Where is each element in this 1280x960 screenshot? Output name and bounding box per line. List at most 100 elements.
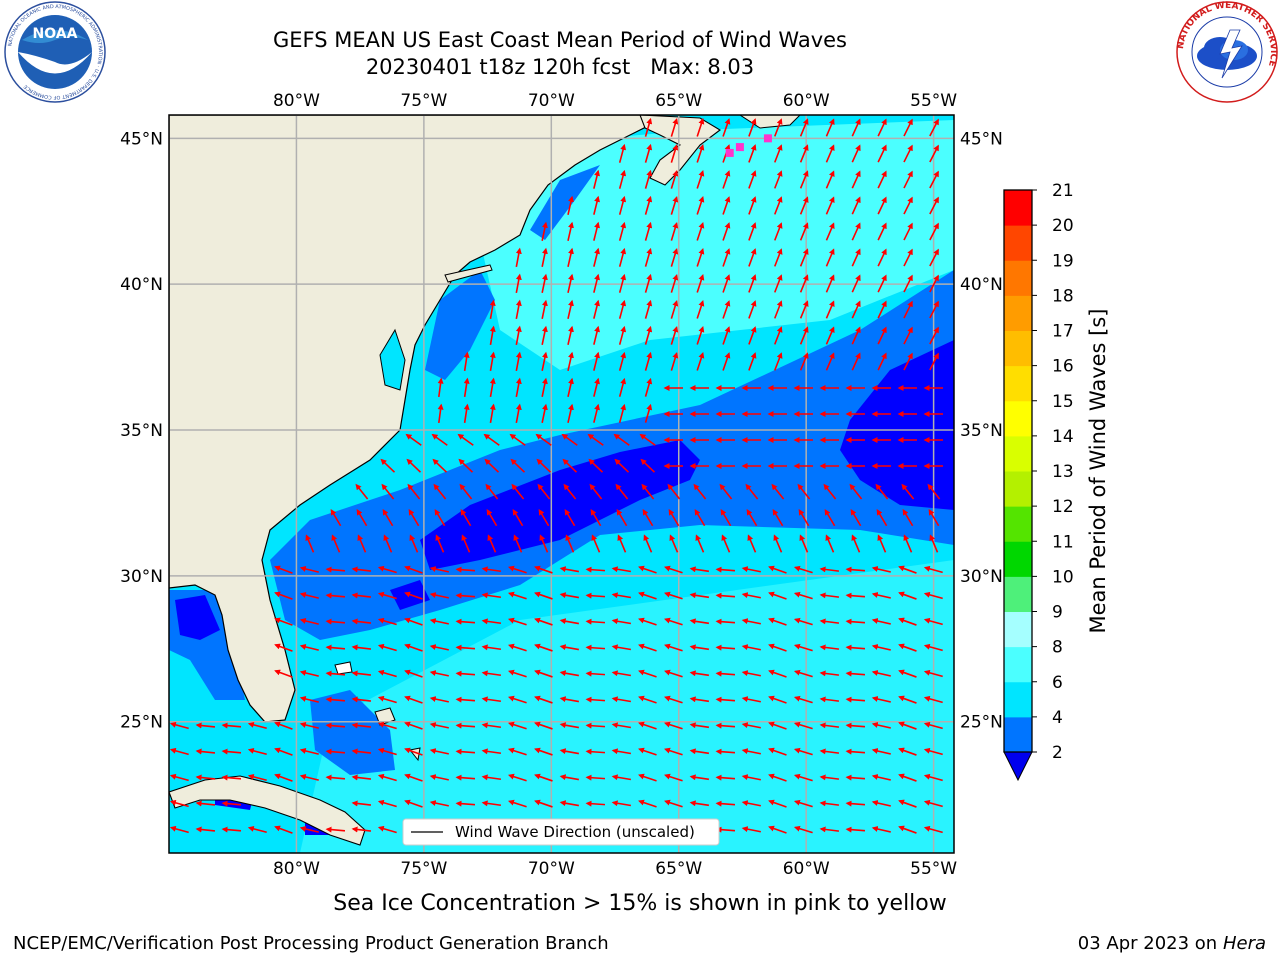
wave-direction-arrow bbox=[877, 274, 887, 293]
wave-direction-arrow bbox=[404, 617, 423, 626]
wave-direction-arrow bbox=[851, 326, 861, 345]
wave-direction-arrow bbox=[638, 721, 657, 730]
lon-label-top: 70°W bbox=[528, 91, 575, 111]
lon-label-bottom: 60°W bbox=[783, 859, 830, 879]
lon-label-bottom: 65°W bbox=[655, 859, 702, 879]
wave-direction-arrow bbox=[768, 773, 787, 782]
wave-direction-arrow bbox=[670, 247, 679, 267]
wave-direction-arrow bbox=[851, 534, 861, 553]
wave-direction-arrow bbox=[169, 773, 189, 782]
wave-direction-arrow bbox=[670, 221, 679, 241]
wave-direction-arrow bbox=[404, 695, 423, 704]
wave-direction-arrow bbox=[670, 195, 679, 215]
wave-period-6-8-south bbox=[300, 560, 954, 853]
wave-direction-arrow bbox=[638, 643, 657, 652]
wave-direction-arrow bbox=[819, 800, 840, 807]
wave-direction-arrow bbox=[455, 566, 476, 573]
wave-direction-arrow bbox=[515, 247, 522, 267]
lon-label-top: 75°W bbox=[400, 91, 447, 111]
wave-direction-arrow bbox=[670, 117, 679, 137]
wave-direction-arrow bbox=[489, 351, 496, 372]
wave-direction-arrow bbox=[793, 825, 813, 834]
wave-direction-arrow bbox=[585, 800, 606, 807]
wave-direction-arrow bbox=[877, 248, 887, 267]
wave-direction-arrow bbox=[274, 565, 293, 574]
wave-direction-arrow bbox=[664, 617, 683, 626]
wave-direction-arrow bbox=[902, 508, 914, 527]
wave-direction-arrow bbox=[325, 774, 346, 781]
wave-direction-arrow bbox=[715, 800, 736, 807]
wave-direction-arrow bbox=[670, 169, 679, 189]
wave-direction-arrow bbox=[377, 591, 397, 600]
footer-branch: NCEP/EMC/Verification Post Processing Pr… bbox=[13, 933, 609, 954]
wave-direction-arrow bbox=[799, 118, 809, 137]
colorbar-tick-label: 8 bbox=[1052, 638, 1063, 658]
wave-direction-arrow bbox=[559, 670, 579, 677]
wave-direction-arrow bbox=[877, 534, 887, 553]
wave-direction-arrow bbox=[404, 773, 423, 782]
lat-label-left: 45°N bbox=[120, 129, 163, 149]
wave-direction-arrow bbox=[768, 799, 787, 808]
wave-direction-arrow bbox=[559, 722, 579, 729]
wave-direction-arrow bbox=[611, 618, 632, 625]
wave-direction-arrow bbox=[429, 774, 449, 781]
wave-direction-arrow bbox=[534, 669, 553, 678]
wave-direction-arrow bbox=[377, 695, 397, 704]
wave-direction-arrow bbox=[722, 352, 731, 371]
wave-direction-arrow bbox=[274, 591, 293, 600]
wave-direction-arrow bbox=[611, 800, 632, 807]
wave-direction-arrow bbox=[851, 144, 861, 163]
wave-direction-arrow bbox=[434, 508, 446, 527]
wave-direction-arrow bbox=[845, 644, 866, 651]
wave-direction-arrow bbox=[351, 826, 372, 833]
wave-direction-arrow bbox=[771, 483, 785, 500]
wave-direction-arrow bbox=[748, 248, 757, 267]
colorbar-segment bbox=[1004, 295, 1032, 331]
wave-direction-arrow bbox=[461, 534, 471, 553]
wave-direction-arrow bbox=[585, 670, 606, 677]
wave-direction-arrow bbox=[689, 618, 710, 625]
wave-direction-arrow bbox=[824, 508, 836, 527]
lat-label-right: 35°N bbox=[960, 421, 1003, 441]
wave-direction-arrow bbox=[774, 274, 783, 293]
wave-direction-arrow bbox=[644, 351, 653, 371]
wave-direction-arrow bbox=[567, 221, 574, 241]
lon-label-top: 80°W bbox=[273, 91, 320, 111]
wave-direction-arrow bbox=[793, 773, 813, 782]
wave-direction-arrow bbox=[797, 483, 811, 500]
wave-direction-arrow bbox=[585, 592, 606, 599]
wave-direction-arrow bbox=[589, 483, 603, 500]
wave-direction-arrow bbox=[715, 618, 736, 625]
wave-direction-arrow bbox=[644, 403, 653, 423]
wave-direction-arrow bbox=[845, 800, 866, 807]
wave-direction-arrow bbox=[929, 300, 939, 319]
lon-label-bottom: 70°W bbox=[528, 859, 575, 879]
wave-direction-arrow bbox=[351, 800, 372, 807]
wave-direction-arrow bbox=[507, 695, 527, 704]
wave-direction-arrow bbox=[825, 118, 835, 137]
wave-direction-arrow bbox=[689, 722, 710, 729]
wave-direction-arrow bbox=[715, 644, 736, 651]
wave-direction-arrow bbox=[325, 618, 346, 625]
wave-direction-arrow bbox=[585, 722, 606, 729]
lat-label-left: 35°N bbox=[120, 421, 163, 441]
wave-direction-arrow bbox=[768, 695, 787, 704]
wave-direction-arrow bbox=[195, 774, 216, 781]
wave-direction-arrow bbox=[435, 534, 445, 553]
axis-labels: 80°W 80°W 75°W 75°W 70°W 70°W 65°W 65°W 60°W 60°W… bbox=[120, 91, 1003, 879]
wave-direction-arrow bbox=[923, 747, 943, 756]
wave-direction-arrow bbox=[513, 534, 523, 553]
wave-direction-arrow bbox=[404, 747, 423, 756]
wave-direction-arrow bbox=[221, 826, 242, 833]
wave-direction-arrow bbox=[639, 433, 656, 446]
wave-direction-arrow bbox=[696, 248, 705, 267]
wave-direction-arrow bbox=[274, 617, 293, 626]
wave-direction-arrow bbox=[377, 747, 397, 756]
wave-direction-arrow bbox=[618, 377, 627, 397]
wave-direction-arrow bbox=[871, 722, 891, 729]
wave-direction-arrow bbox=[823, 483, 837, 500]
colorbar-tick-label: 16 bbox=[1052, 357, 1074, 377]
wave-direction-arrow bbox=[562, 458, 578, 473]
wave-direction-arrow bbox=[585, 618, 606, 625]
wave-direction-arrow bbox=[877, 222, 887, 241]
